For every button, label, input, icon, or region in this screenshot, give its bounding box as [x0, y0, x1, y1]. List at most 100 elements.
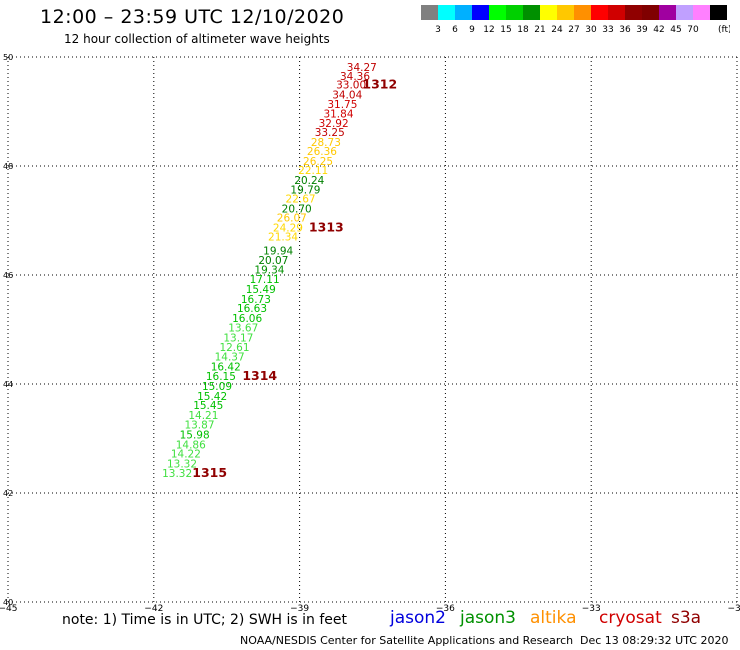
wave-height-value: 33.00	[336, 80, 366, 92]
pass-number-label: 1312	[362, 77, 397, 92]
mission-jason2: jason2	[390, 608, 446, 628]
wave-height-value: 17.11	[250, 274, 280, 286]
wave-height-value: 34.04	[332, 89, 362, 101]
wave-height-value: 15.42	[197, 391, 227, 403]
wave-height-value: 19.34	[254, 264, 284, 276]
wave-height-value: 16.73	[241, 294, 271, 306]
wave-height-value: 22.67	[286, 194, 316, 206]
scale-swatch	[540, 5, 557, 20]
wave-height-value: 13.67	[228, 323, 258, 335]
wave-height-value: 26.36	[307, 146, 337, 158]
lon-tick-label: −30	[728, 604, 740, 614]
mission-altika: altika	[530, 608, 577, 628]
lat-tick-label: 42	[3, 489, 13, 498]
wave-height-value: 20.24	[294, 175, 324, 187]
map-subtitle: 12 hour collection of altimeter wave hei…	[64, 32, 330, 46]
wave-height-value: 13.87	[184, 420, 214, 432]
wave-height-value: 14.37	[215, 352, 245, 364]
wave-height-value: 13.32	[167, 458, 197, 470]
mission-jason3: jason3	[460, 608, 516, 628]
wave-height-value: 26.07	[277, 213, 307, 225]
lon-tick-label: −39	[290, 604, 309, 614]
wave-height-value: 15.49	[246, 284, 276, 296]
wave-height-value: 31.75	[327, 99, 357, 111]
mission-cryosat: cryosat	[599, 608, 662, 628]
wave-height-value: 34.36	[340, 71, 370, 83]
footer-note: note: 1) Time is in UTC; 2) SWH is in fe…	[62, 612, 348, 628]
wave-height-value: 22.11	[298, 165, 328, 177]
wave-height-value: 33.25	[315, 127, 345, 139]
lon-tick-label: −42	[144, 604, 163, 614]
wave-height-value: 32.92	[319, 118, 349, 130]
scale-swatch	[625, 5, 642, 20]
scale-tick-label: 6	[452, 25, 458, 35]
scale-swatch	[455, 5, 472, 20]
wave-height-value: 12.61	[219, 342, 249, 354]
scale-tick-label: 45	[670, 25, 681, 35]
lon-tick-label: −45	[0, 604, 18, 614]
scale-swatch	[659, 5, 676, 20]
lon-tick-label: −33	[582, 604, 601, 614]
scale-swatch	[591, 5, 608, 20]
lat-tick-label: 44	[3, 380, 13, 389]
map-title: 12:00 – 23:59 UTC 12/10/2020	[40, 6, 345, 28]
wave-height-value: 14.22	[171, 449, 201, 461]
scale-swatch	[608, 5, 625, 20]
scale-swatch	[574, 5, 591, 20]
generated-timestamp: Dec 13 08:29:32 UTC 2020	[580, 634, 729, 647]
lat-tick-label: 40	[3, 598, 13, 607]
mission-s3a: s3a	[671, 608, 702, 628]
scale-swatch	[693, 5, 710, 20]
scale-tick-label: 9	[469, 25, 475, 35]
scale-tick-label: 18	[517, 25, 529, 35]
scale-swatch	[489, 5, 506, 20]
scale-tick-label: 33	[602, 25, 613, 35]
wave-height-value: 15.09	[202, 381, 232, 393]
wave-height-value: 16.42	[211, 361, 241, 373]
wave-height-value: 21.34	[268, 232, 298, 244]
wave-height-value: 28.73	[311, 137, 341, 149]
scale-tick-label: 30	[585, 25, 597, 35]
pass-number-label: 1313	[309, 219, 344, 234]
scale-tick-label: 42	[653, 25, 664, 35]
scale-tick-label: 39	[636, 25, 648, 35]
wave-height-value: 14.21	[188, 410, 218, 422]
wave-height-value: 14.86	[176, 439, 206, 451]
wave-height-value: 20.70	[282, 203, 312, 215]
scale-swatch	[557, 5, 574, 20]
scale-tick-label: 36	[619, 25, 631, 35]
wave-height-value: 19.79	[290, 184, 320, 196]
lat-tick-label: 50	[3, 53, 13, 62]
scale-tick-label: 3	[435, 25, 441, 35]
wave-height-value: 15.98	[180, 430, 210, 442]
wave-height-value: 24.29	[273, 222, 303, 234]
wave-height-value: 20.07	[258, 255, 288, 267]
wave-height-value: 19.94	[263, 245, 293, 257]
scale-tick-label: 15	[500, 25, 511, 35]
wave-height-value: 16.63	[237, 303, 267, 315]
scale-swatch	[472, 5, 489, 20]
wave-height-value: 26.25	[303, 156, 333, 168]
wave-height-value: 15.45	[193, 400, 223, 412]
scale-tick-label: 21	[534, 25, 545, 35]
scale-swatch	[506, 5, 523, 20]
lat-tick-label: 46	[3, 271, 13, 280]
wave-height-value: 13.32	[162, 468, 192, 480]
scale-swatch	[421, 5, 438, 20]
pass-number-label: 1315	[192, 465, 227, 480]
lon-tick-label: −36	[436, 604, 455, 614]
pass-number-label: 1314	[242, 368, 277, 383]
scale-swatch	[642, 5, 659, 20]
scale-swatch	[676, 5, 693, 20]
scale-swatch	[438, 5, 455, 20]
wave-height-value: 16.15	[206, 371, 236, 383]
lat-tick-label: 48	[3, 162, 13, 171]
scale-unit-label: (ft)	[718, 25, 730, 35]
scale-tick-label: 12	[483, 25, 494, 35]
scale-tick-label: 27	[568, 25, 579, 35]
scale-tick-label: 24	[551, 25, 563, 35]
wave-height-value: 31.84	[323, 108, 353, 120]
scale-swatch	[710, 5, 727, 20]
